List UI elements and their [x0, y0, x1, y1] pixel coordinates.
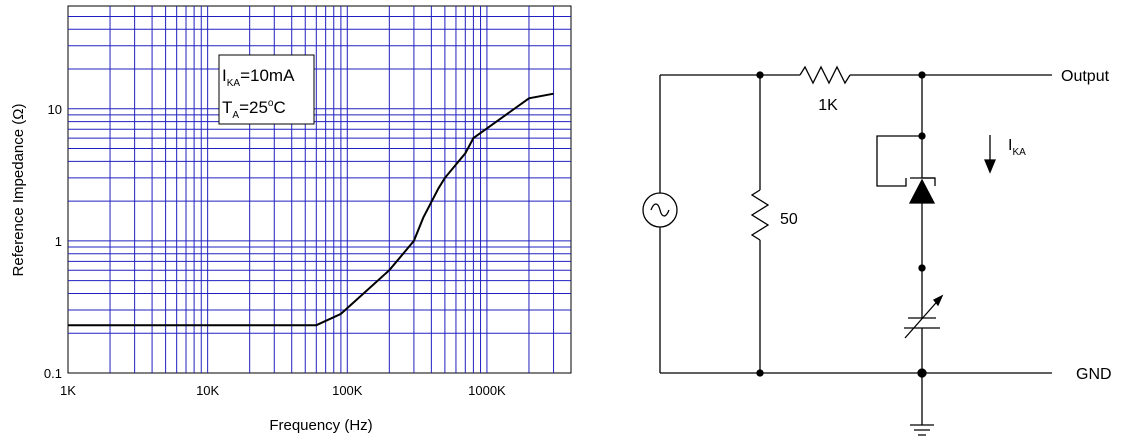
y-tick-label: 0.1: [44, 366, 62, 381]
x-tick-label: 100K: [332, 383, 363, 398]
ground-icon: [910, 373, 934, 436]
annotation-line-2: TA=25oC: [222, 98, 286, 121]
shunt-resistor-label: 50: [780, 211, 798, 228]
x-tick-label: 1000K: [468, 383, 506, 398]
y-tick-label: 1: [55, 234, 62, 249]
series-resistor: [799, 65, 851, 85]
sine-icon: [650, 203, 670, 217]
junction-dot: [918, 71, 926, 79]
x-tick-labels: 1K 10K 100K 1000K: [60, 383, 506, 398]
variable-arrowhead: [932, 294, 944, 307]
annotation-box: [218, 54, 315, 125]
junction-dot: [756, 369, 764, 377]
x-axis-title: Frequency (Hz): [269, 417, 372, 434]
y-tick-labels: 0.1 1 10: [44, 102, 62, 381]
impedance-curve: [68, 92, 554, 327]
shunt-regulator-diode-icon: [908, 178, 936, 204]
junction-dot: [917, 368, 927, 378]
y-axis-title: Reference Impedance (Ω): [10, 104, 27, 277]
reference-loop: [876, 135, 922, 187]
junction-dot: [756, 71, 764, 79]
shunt-resistor: [750, 189, 770, 241]
annotation-line-1: IKA=10mA: [222, 66, 295, 89]
ground-label: GND: [1076, 366, 1112, 383]
junction-dot: [918, 264, 926, 272]
test-circuit: [642, 65, 1052, 436]
output-label: Output: [1061, 68, 1110, 85]
junction-dot: [918, 132, 926, 140]
x-tick-label: 10K: [196, 383, 219, 398]
impedance-chart: 1K 10K 100K 1000K 0.1 1 10 IKA=10mA TA=25oC F…: [10, 5, 572, 434]
plot-area: [67, 5, 572, 374]
series-resistor-label: 1K: [818, 97, 838, 114]
x-tick-label: 1K: [60, 383, 76, 398]
current-arrow-icon: [984, 159, 996, 174]
y-tick-label: 10: [48, 102, 62, 117]
current-label: IKA: [1008, 137, 1026, 158]
